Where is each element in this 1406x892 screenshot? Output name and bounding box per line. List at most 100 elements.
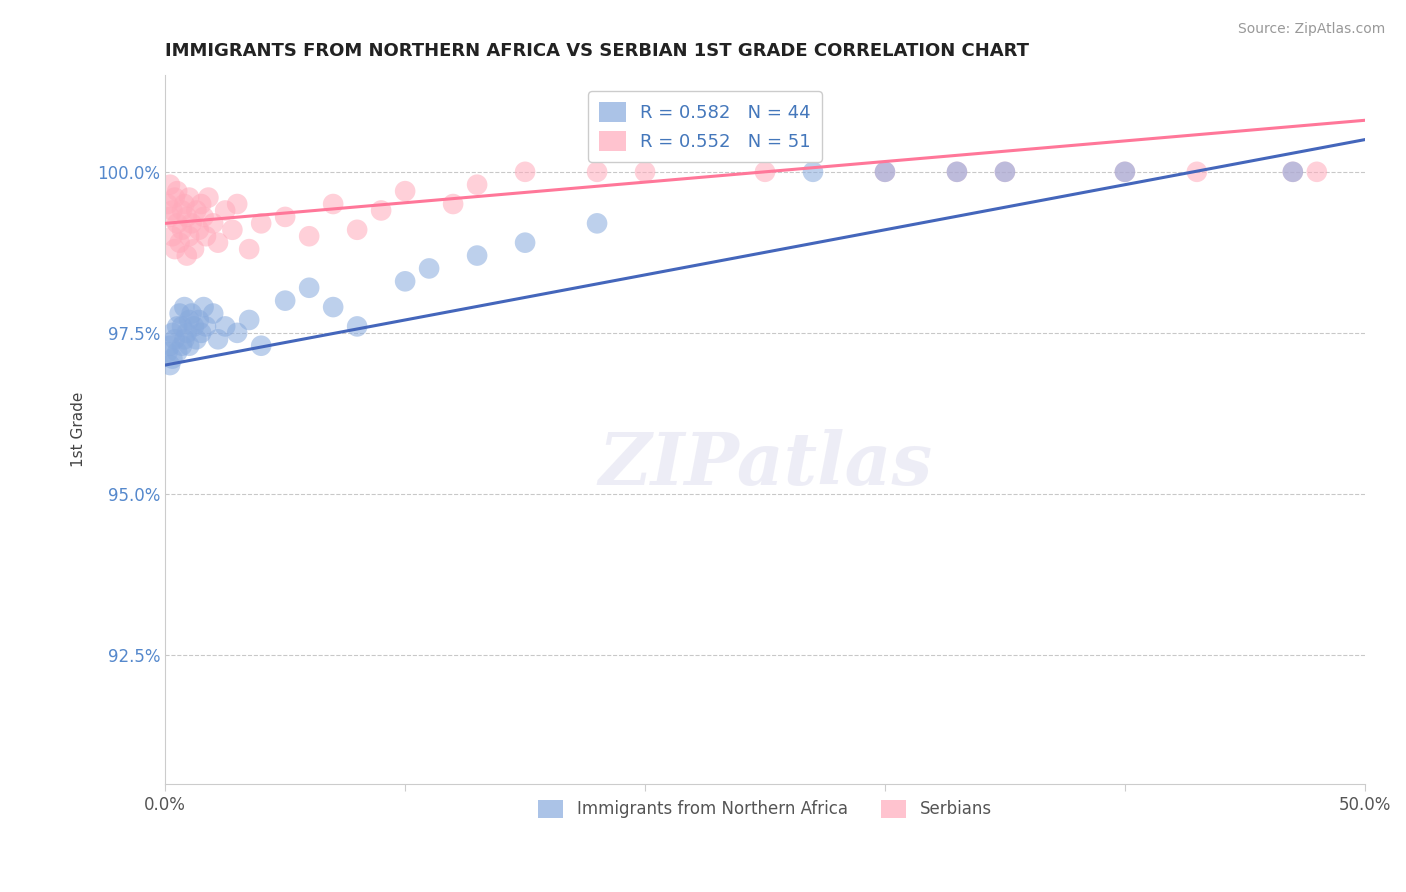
Point — [170, 339, 193, 353]
Point — [169, 306, 191, 320]
Point — [226, 197, 249, 211]
Point — [346, 319, 368, 334]
Point — [214, 319, 236, 334]
Point — [298, 229, 321, 244]
Y-axis label: 1st Grade: 1st Grade — [72, 392, 86, 467]
Point — [946, 165, 969, 179]
Point — [202, 216, 225, 230]
Point — [322, 300, 344, 314]
Point — [441, 197, 464, 211]
Point — [179, 313, 201, 327]
Point — [873, 165, 896, 179]
Point — [162, 351, 184, 366]
Point — [418, 261, 440, 276]
Point — [190, 197, 212, 211]
Point — [163, 191, 186, 205]
Point — [187, 223, 209, 237]
Point — [183, 242, 205, 256]
Point — [214, 203, 236, 218]
Point — [193, 210, 215, 224]
Point — [166, 345, 188, 359]
Point — [193, 300, 215, 314]
Point — [159, 339, 181, 353]
Point — [513, 165, 536, 179]
Point — [207, 235, 229, 250]
Point — [186, 332, 208, 346]
Point — [183, 319, 205, 334]
Point — [166, 319, 188, 334]
Point — [513, 235, 536, 250]
Point — [298, 281, 321, 295]
Point — [170, 203, 193, 218]
Point — [180, 306, 202, 320]
Point — [634, 165, 657, 179]
Point — [163, 332, 186, 346]
Point — [873, 165, 896, 179]
Point — [159, 210, 181, 224]
Point — [322, 197, 344, 211]
Point — [994, 165, 1017, 179]
Point — [370, 203, 392, 218]
Point — [1306, 165, 1329, 179]
Point — [465, 248, 488, 262]
Point — [180, 216, 202, 230]
Point — [586, 165, 609, 179]
Text: ZIPatlas: ZIPatlas — [598, 429, 932, 500]
Point — [187, 313, 209, 327]
Point — [176, 210, 198, 224]
Point — [170, 223, 193, 237]
Point — [994, 165, 1017, 179]
Text: IMMIGRANTS FROM NORTHERN AFRICA VS SERBIAN 1ST GRADE CORRELATION CHART: IMMIGRANTS FROM NORTHERN AFRICA VS SERBI… — [166, 42, 1029, 60]
Point — [1282, 165, 1305, 179]
Point — [754, 165, 776, 179]
Point — [1114, 165, 1136, 179]
Point — [250, 339, 273, 353]
Point — [190, 326, 212, 340]
Point — [169, 235, 191, 250]
Point — [801, 165, 824, 179]
Point — [1282, 165, 1305, 179]
Point — [166, 216, 188, 230]
Point — [179, 229, 201, 244]
Point — [162, 326, 184, 340]
Point — [202, 306, 225, 320]
Point — [394, 184, 416, 198]
Point — [156, 345, 179, 359]
Point — [173, 300, 195, 314]
Point — [179, 191, 201, 205]
Point — [173, 332, 195, 346]
Point — [159, 178, 181, 192]
Point — [274, 210, 297, 224]
Legend: Immigrants from Northern Africa, Serbians: Immigrants from Northern Africa, Serbian… — [531, 793, 998, 825]
Text: Source: ZipAtlas.com: Source: ZipAtlas.com — [1237, 22, 1385, 37]
Point — [197, 191, 219, 205]
Point — [195, 319, 218, 334]
Point — [394, 274, 416, 288]
Point — [1114, 165, 1136, 179]
Point — [176, 326, 198, 340]
Point — [226, 326, 249, 340]
Point — [162, 203, 184, 218]
Point — [946, 165, 969, 179]
Point — [238, 313, 260, 327]
Point — [176, 248, 198, 262]
Point — [173, 197, 195, 211]
Point — [250, 216, 273, 230]
Point — [156, 197, 179, 211]
Point — [1185, 165, 1208, 179]
Point — [195, 229, 218, 244]
Point — [166, 184, 188, 198]
Point — [274, 293, 297, 308]
Point — [346, 223, 368, 237]
Point — [159, 358, 181, 372]
Point — [465, 178, 488, 192]
Point — [238, 242, 260, 256]
Point — [586, 216, 609, 230]
Point — [221, 223, 243, 237]
Point — [163, 242, 186, 256]
Point — [179, 339, 201, 353]
Point — [162, 229, 184, 244]
Point — [170, 319, 193, 334]
Point — [186, 203, 208, 218]
Point — [207, 332, 229, 346]
